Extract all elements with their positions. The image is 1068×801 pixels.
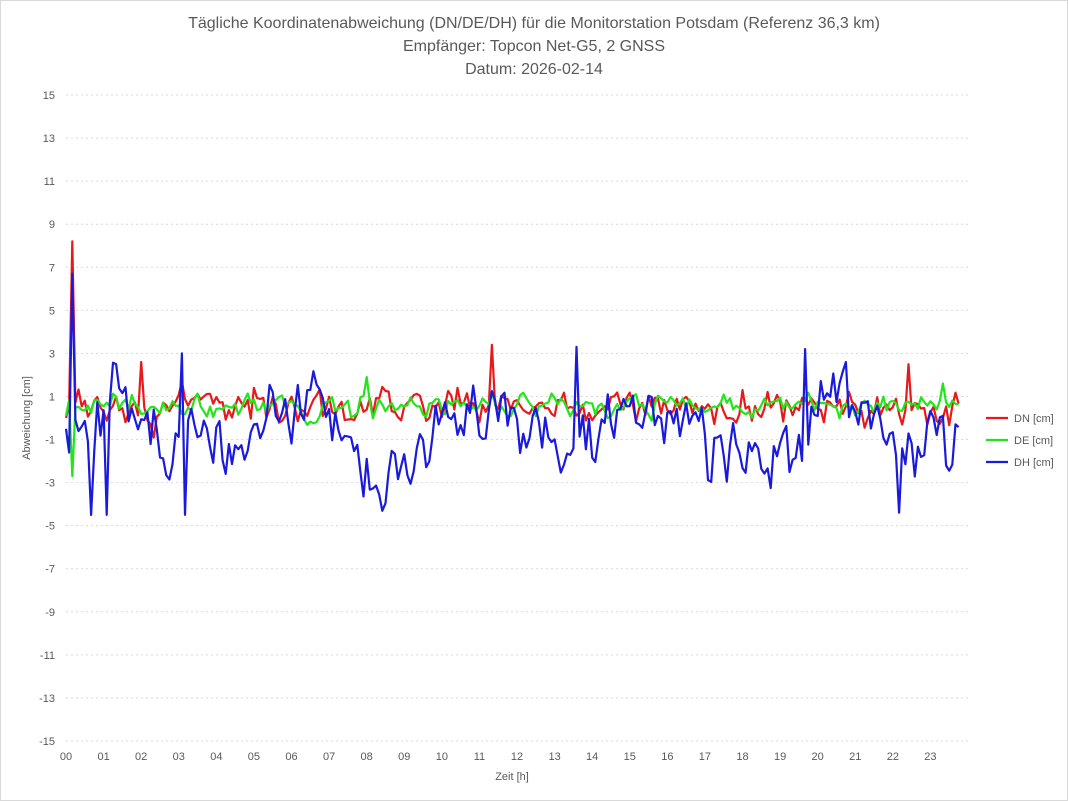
x-tick-label: 21 [849,751,861,763]
grid-lines [66,94,968,742]
y-tick-label: -5 [45,521,55,533]
y-tick-label: 5 [49,305,55,317]
x-tick-label: 09 [398,751,410,763]
y-tick-label: -7 [45,564,55,576]
legend-label-dn: DN [cm] [1014,413,1054,425]
x-tick-label: 07 [323,751,335,763]
y-tick-label: 1 [49,391,55,403]
x-tick-label: 08 [361,751,373,763]
y-tick-label: 3 [49,348,55,360]
x-tick-label: 22 [887,751,899,763]
x-tick-label: 16 [661,751,673,763]
y-tick-label: -1 [45,435,55,447]
series-lines [64,240,960,516]
y-tick-label: -11 [40,650,55,662]
x-tick-label: 03 [173,751,185,763]
y-tick-label: 15 [43,90,55,102]
y-tick-labels: 15 13 11 9 7 5 3 1 -1 -3 -5 -7 -9 -11 -13 -15 [39,90,55,748]
x-tick-label: 23 [924,751,936,763]
x-tick-label: 20 [812,751,824,763]
y-tick-label: 7 [49,262,55,274]
y-tick-label: -3 [45,478,55,490]
x-tick-label: 00 [60,751,72,763]
y-tick-label: 13 [43,133,55,145]
y-axis-title: Abweichung [cm] [21,376,33,460]
x-tick-label: 11 [474,751,485,763]
x-tick-label: 19 [774,751,786,763]
x-tick-labels: 00 01 02 03 04 05 06 07 08 09 10 11 12 13 14 15 16 17 18 19… [60,751,937,763]
x-axis-title: Zeit [h] [495,771,529,783]
x-tick-label: 18 [736,751,748,763]
y-tick-label: 11 [44,176,55,188]
series-line-de [64,376,959,478]
x-tick-label: 13 [548,751,560,763]
y-tick-label: 9 [49,219,55,231]
legend-label-dh: DH [cm] [1014,457,1054,469]
y-tick-label: -9 [45,607,55,619]
series-line-dh [64,272,960,516]
x-tick-label: 10 [436,751,448,763]
x-tick-label: 17 [699,751,711,763]
legend-label-de: DE [cm] [1014,435,1053,447]
x-tick-label: 12 [511,751,523,763]
y-tick-label: -15 [39,736,55,748]
x-tick-label: 04 [210,751,222,763]
y-tick-label: -13 [39,693,55,705]
x-tick-label: 02 [135,751,147,763]
chart-title-line-3: Datum: 2026-02-14 [465,61,603,78]
x-tick-label: 05 [248,751,260,763]
x-tick-label: 06 [285,751,297,763]
series-line-dn [64,240,960,439]
chart-title-line-2: Empfänger: Topcon Net-G5, 2 GNSS [403,38,665,55]
chart-title-line-1: Tägliche Koordinatenabweichung (DN/DE/DH… [188,15,880,32]
legend: DN [cm] DE [cm] DH [cm] [986,413,1054,469]
x-tick-label: 14 [586,751,598,763]
x-tick-label: 15 [624,751,636,763]
x-tick-label: 01 [97,751,109,763]
